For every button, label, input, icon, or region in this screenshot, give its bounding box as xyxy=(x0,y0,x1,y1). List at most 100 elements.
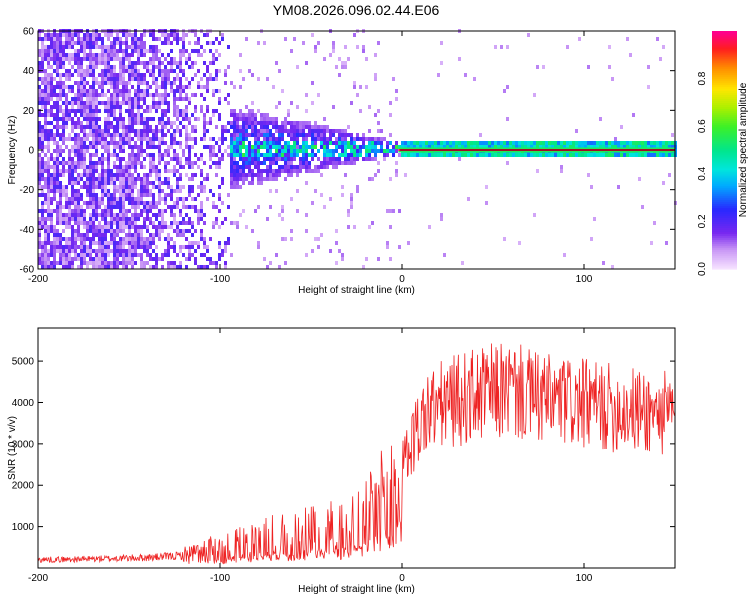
heatmap-cell xyxy=(44,57,47,61)
heatmap-cell xyxy=(128,89,131,93)
heatmap-cell xyxy=(287,121,290,125)
heatmap-cell xyxy=(86,149,89,153)
heatmap-cell xyxy=(56,121,59,125)
colorbar-step xyxy=(712,231,737,234)
heatmap-cell xyxy=(77,109,80,113)
heatmap-cell xyxy=(278,213,281,217)
heatmap-cell xyxy=(563,141,566,145)
heatmap-cell xyxy=(146,109,149,113)
heatmap-cell xyxy=(59,133,62,137)
heatmap-cell xyxy=(200,217,203,221)
heatmap-cell xyxy=(53,173,56,177)
heatmap-cell xyxy=(167,205,170,209)
heatmap-cell xyxy=(101,45,104,49)
heatmap-cell xyxy=(44,69,47,73)
heatmap-cell xyxy=(98,257,101,261)
heatmap-cell xyxy=(152,49,155,53)
heatmap-cell xyxy=(197,117,200,121)
heatmap-cell xyxy=(107,105,110,109)
heatmap-cell xyxy=(257,149,260,153)
heatmap-cell xyxy=(158,237,161,241)
heatmap-cell xyxy=(341,145,344,149)
heatmap-cell xyxy=(224,137,227,141)
heatmap-cell xyxy=(98,229,101,233)
heatmap-cell xyxy=(74,245,77,249)
heatmap-cell xyxy=(71,41,74,45)
heatmap-cell xyxy=(341,253,344,257)
heatmap-cell xyxy=(122,185,125,189)
heatmap-cell xyxy=(542,141,545,145)
heatmap-cell xyxy=(77,197,80,201)
heatmap-cell xyxy=(44,77,47,81)
heatmap-cell xyxy=(71,157,74,161)
colorbar-step xyxy=(712,265,737,268)
heatmap-cell xyxy=(266,177,269,181)
heatmap-cell xyxy=(107,205,110,209)
heatmap-cell xyxy=(116,233,119,237)
heatmap-cell xyxy=(221,177,224,181)
heatmap-cell xyxy=(80,237,83,241)
heatmap-cell xyxy=(290,137,293,141)
heatmap-cell xyxy=(155,37,158,41)
heatmap-cell xyxy=(182,229,185,233)
heatmap-cell xyxy=(191,225,194,229)
heatmap-cell xyxy=(47,57,50,61)
heatmap-cell xyxy=(191,253,194,257)
colorbar-step xyxy=(712,259,737,262)
heatmap-cell xyxy=(212,137,215,141)
heatmap-cell xyxy=(56,161,59,165)
heatmap-cell xyxy=(77,73,80,77)
heatmap-cell xyxy=(146,209,149,213)
heatmap-cell xyxy=(134,77,137,81)
heatmap-cell xyxy=(485,153,488,157)
heatmap-cell xyxy=(191,61,194,65)
heatmap-cell xyxy=(53,93,56,97)
heatmap-cell xyxy=(176,61,179,65)
heatmap-cell xyxy=(278,125,281,129)
heatmap-cell xyxy=(281,133,284,137)
heatmap-cell xyxy=(575,129,578,133)
heatmap-cell xyxy=(104,237,107,241)
heatmap-cell xyxy=(203,125,206,129)
heatmap-cell xyxy=(206,105,209,109)
heatmap-cell xyxy=(110,81,113,85)
heatmap-cell xyxy=(257,173,260,177)
heatmap-cell xyxy=(323,137,326,141)
heatmap-cell xyxy=(119,141,122,145)
heatmap-cell xyxy=(326,165,329,169)
heatmap-cell xyxy=(59,85,62,89)
heatmap-cell xyxy=(47,181,50,185)
heatmap-cell xyxy=(62,193,65,197)
heatmap-cell xyxy=(464,145,467,149)
heatmap-cell xyxy=(275,189,278,193)
heatmap-cell xyxy=(140,77,143,81)
heatmap-cell xyxy=(92,85,95,89)
heatmap-cell xyxy=(203,265,206,269)
heatmap-cell xyxy=(116,101,119,105)
heatmap-cell xyxy=(368,141,371,145)
heatmap-cell xyxy=(158,65,161,69)
heatmap-cell xyxy=(194,173,197,177)
heatmap-cell xyxy=(218,89,221,93)
heatmap-cell xyxy=(257,205,260,209)
heatmap-cell xyxy=(92,93,95,97)
heatmap-cell xyxy=(236,225,239,229)
heatmap-cell xyxy=(521,153,524,157)
heatmap-cell xyxy=(131,261,134,265)
heatmap-cell xyxy=(350,201,353,205)
heatmap-cell xyxy=(182,245,185,249)
heatmap-cell xyxy=(92,81,95,85)
heatmap-cell xyxy=(389,101,392,105)
heatmap-cell xyxy=(239,157,242,161)
heatmap-cell xyxy=(71,137,74,141)
heatmap-cell xyxy=(116,265,119,269)
heatmap-cell xyxy=(131,105,134,109)
heatmap-cell xyxy=(56,41,59,45)
heatmap-cell xyxy=(137,113,140,117)
heatmap-cell xyxy=(83,57,86,61)
heatmap-cell xyxy=(377,149,380,153)
heatmap-cell xyxy=(71,173,74,177)
heatmap-cell xyxy=(107,181,110,185)
heatmap-cell xyxy=(182,153,185,157)
heatmap-cell xyxy=(158,173,161,177)
